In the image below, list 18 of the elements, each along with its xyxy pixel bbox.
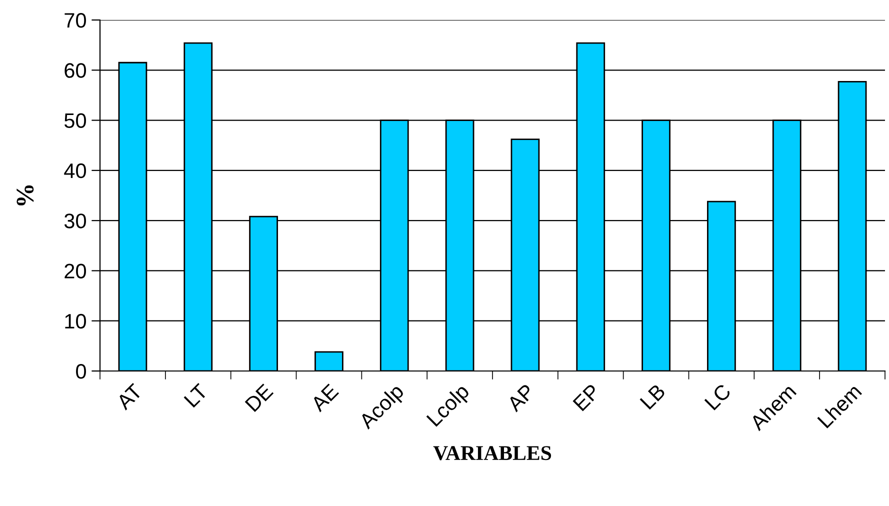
x-tick-label: AP xyxy=(506,383,536,412)
x-tick-label: AT xyxy=(116,382,144,410)
y-tick-label: 70 xyxy=(64,13,86,28)
y-axis-title: % xyxy=(16,185,34,206)
y-tick-label: 20 xyxy=(64,264,86,278)
y-tick-label: 40 xyxy=(64,163,86,178)
x-tick-label: LC xyxy=(704,383,732,411)
x-tick-label: LB xyxy=(640,383,666,410)
x-tick-label: AE xyxy=(310,383,339,412)
y-tick-label: 50 xyxy=(64,113,86,128)
x-axis-title: VARIABLES xyxy=(433,446,552,460)
x-tick-label: DE xyxy=(244,383,274,412)
y-tick-label: 30 xyxy=(64,214,86,228)
y-tick-label: 0 xyxy=(76,364,86,379)
y-tick-label: 60 xyxy=(64,63,86,78)
x-tick-label: EP xyxy=(572,383,601,412)
x-tick-label: LT xyxy=(184,382,208,408)
y-tick-label: 10 xyxy=(65,314,86,329)
